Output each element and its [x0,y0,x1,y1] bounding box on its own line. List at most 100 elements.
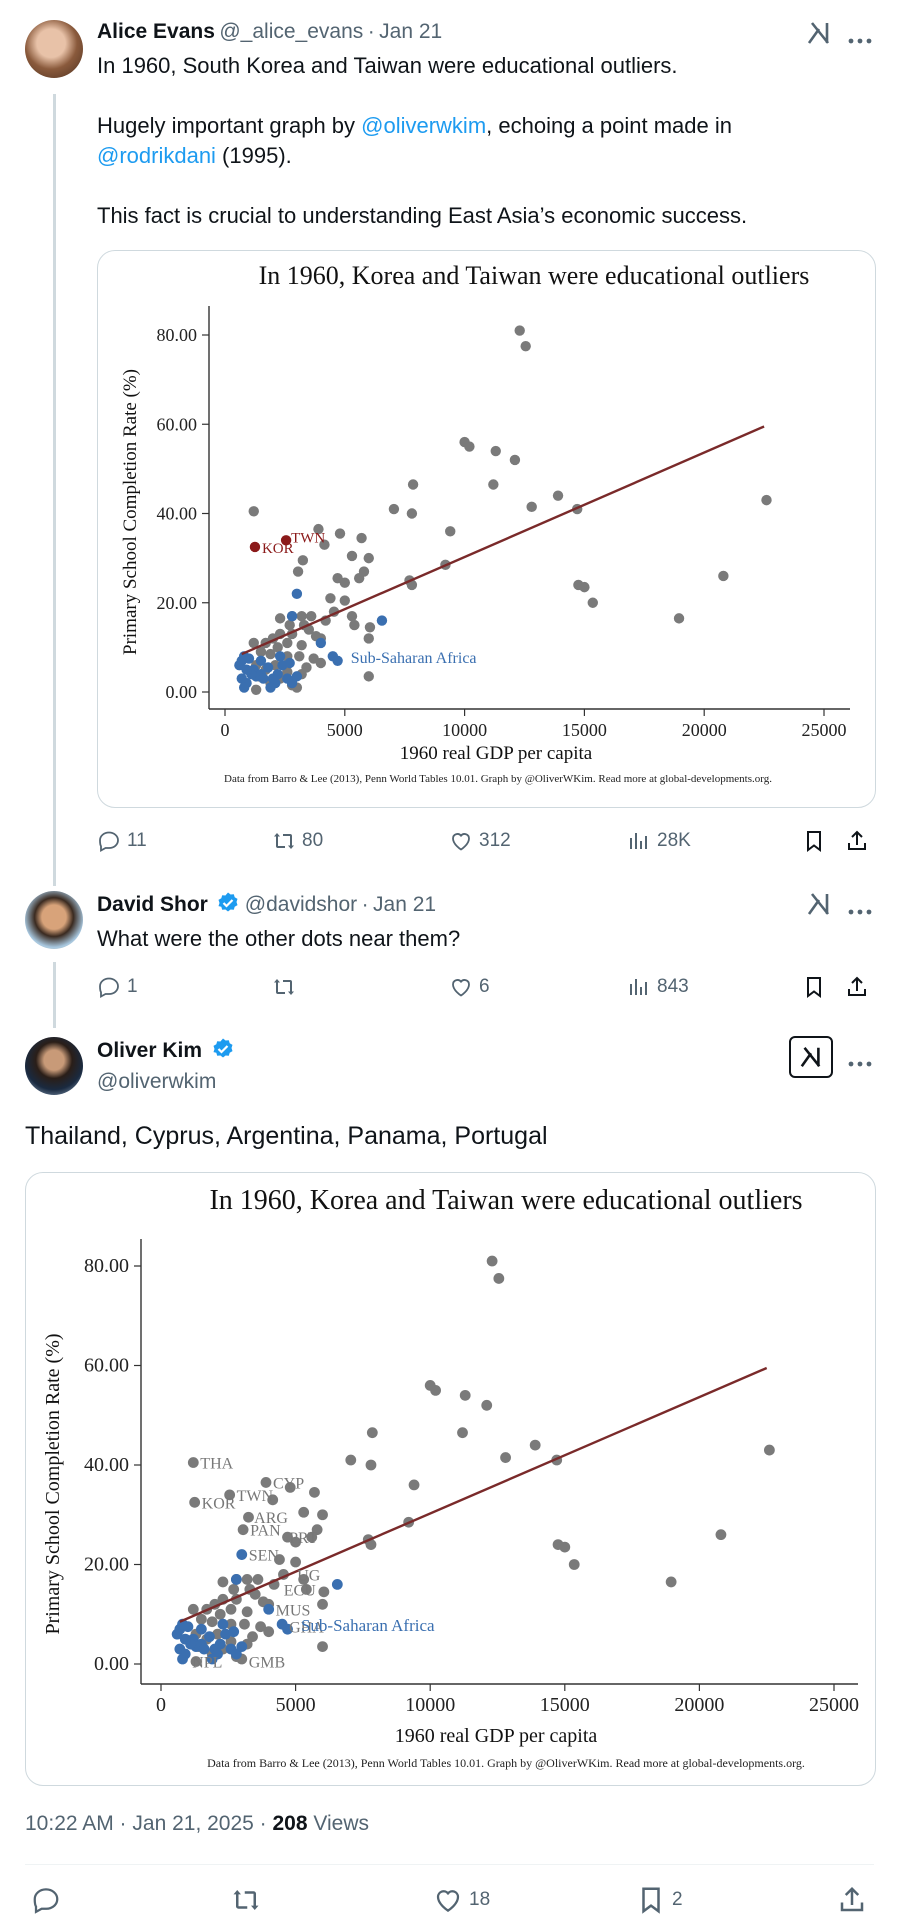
separator-dot: · [367,20,375,43]
data-point [250,684,262,695]
grok-icon[interactable] [806,20,832,51]
bookmark-button[interactable]: 2 [636,1885,683,1915]
tweet-date[interactable]: Jan 21 [373,893,437,916]
data-point [248,637,259,649]
author-name[interactable]: David Shor [97,893,208,916]
scatter-chart: In 1960, Korea and Taiwan were education… [120,261,850,785]
data-point-africa [255,655,267,666]
more-options-icon[interactable] [848,902,872,920]
fit-line [179,1366,768,1623]
author-handle[interactable]: @_alice_evans [219,20,364,43]
data-point [500,1452,511,1463]
author-name[interactable]: Oliver Kim [97,1039,203,1062]
data-point-africa [236,1641,248,1652]
like-button[interactable]: 312 [449,829,511,853]
bookmark-button[interactable] [802,975,826,999]
reply-button[interactable] [31,1885,67,1915]
x-tick-label: 20000 [682,720,727,740]
y-tick-label: 20.00 [157,593,198,613]
data-point-africa [230,1648,242,1660]
mention-link[interactable]: @oliverwkim [361,113,487,138]
author-name[interactable]: Alice Evans [97,20,215,43]
reply-icon [33,1888,59,1914]
data-point [237,1524,249,1536]
author-handle[interactable]: @davidshor [244,893,358,916]
repost-button[interactable]: 80 [272,829,323,853]
data-point [459,1389,471,1401]
author-handle[interactable]: @oliverwkim [97,1070,217,1093]
data-point-africa [198,1643,210,1655]
x-tick-label: 10000 [405,1694,455,1716]
data-point-africa [182,1621,194,1633]
data-point [665,1576,677,1588]
data-point-africa [282,1623,293,1635]
repost-button[interactable] [231,1885,267,1915]
data-point [356,532,367,544]
data-point [388,503,400,515]
tweet-actions: 1 6 843 [97,972,877,1002]
data-point [252,1574,264,1585]
data-point [761,494,772,506]
views-button[interactable]: 843 [627,975,689,999]
point-label: PRT [289,1530,318,1547]
chart-image[interactable]: In 1960, Korea and Taiwan were education… [25,1172,876,1786]
grok-icon[interactable] [806,891,832,922]
data-point [224,1489,236,1501]
more-options-icon[interactable] [848,31,872,49]
data-point [349,619,360,631]
share-button[interactable] [845,975,869,999]
share-button[interactable] [837,1885,867,1915]
tweet-actions: 11 80 312 28K [97,826,877,856]
tweet-text: Thailand, Cyprus, Argentina, Panama, Por… [25,1122,548,1150]
avatar[interactable] [25,891,83,949]
data-point [520,340,531,352]
bookmark-button[interactable] [802,829,826,853]
timestamp-text[interactable]: 10:22 AM · Jan 21, 2025 · [25,1812,273,1835]
annotation-label: Sub-Saharan Africa [301,1616,435,1635]
views-icon [630,833,647,849]
tweet-date[interactable]: Jan 21 [379,20,443,43]
data-point [248,506,259,517]
data-point [457,1427,468,1439]
bookmark-icon [807,831,821,852]
data-point [217,1576,229,1588]
source-note: Data from Barro & Lee (2013), Penn World… [224,773,772,785]
more-options-icon[interactable] [848,1054,872,1072]
like-button[interactable]: 18 [433,1885,490,1915]
avatar[interactable] [25,1037,83,1095]
x-tick-label: 20000 [674,1694,724,1716]
reply-button[interactable]: 1 [97,975,138,999]
repost-icon [274,833,294,849]
grok-icon[interactable] [789,1036,833,1078]
data-point [408,1479,420,1491]
data-point-africa [206,1653,218,1665]
data-point [225,1603,237,1615]
like-count: 18 [469,1889,491,1910]
y-tick-label: 0.00 [166,682,198,702]
like-button[interactable]: 6 [449,975,490,999]
chart-image[interactable]: In 1960, Korea and Taiwan were education… [97,250,876,808]
data-point [315,657,327,669]
repost-button[interactable] [272,975,302,999]
views-button[interactable]: 28K [627,829,691,853]
data-point-africa [263,1603,275,1615]
share-button[interactable] [845,829,869,853]
avatar[interactable] [25,20,83,78]
data-point-africa [241,664,252,675]
tweet-actions: 18 2 [25,1885,874,1915]
tweet-text: This fact is crucial to understanding Ea… [97,203,748,228]
data-point-africa [332,655,343,666]
data-point [366,1427,378,1439]
data-point [290,1536,301,1548]
point-label: TWN [237,1488,274,1505]
data-point-africa [315,637,327,649]
mention-link[interactable]: @rodrikdani [97,143,216,168]
point-label: PAN [250,1523,281,1540]
data-point-africa [274,651,286,662]
data-point [353,573,365,584]
share-icon [840,1886,864,1912]
data-point [317,1598,328,1610]
reply-icon [99,977,119,999]
reply-button[interactable]: 11 [97,829,147,853]
y-tick-label: 40.00 [157,504,198,524]
